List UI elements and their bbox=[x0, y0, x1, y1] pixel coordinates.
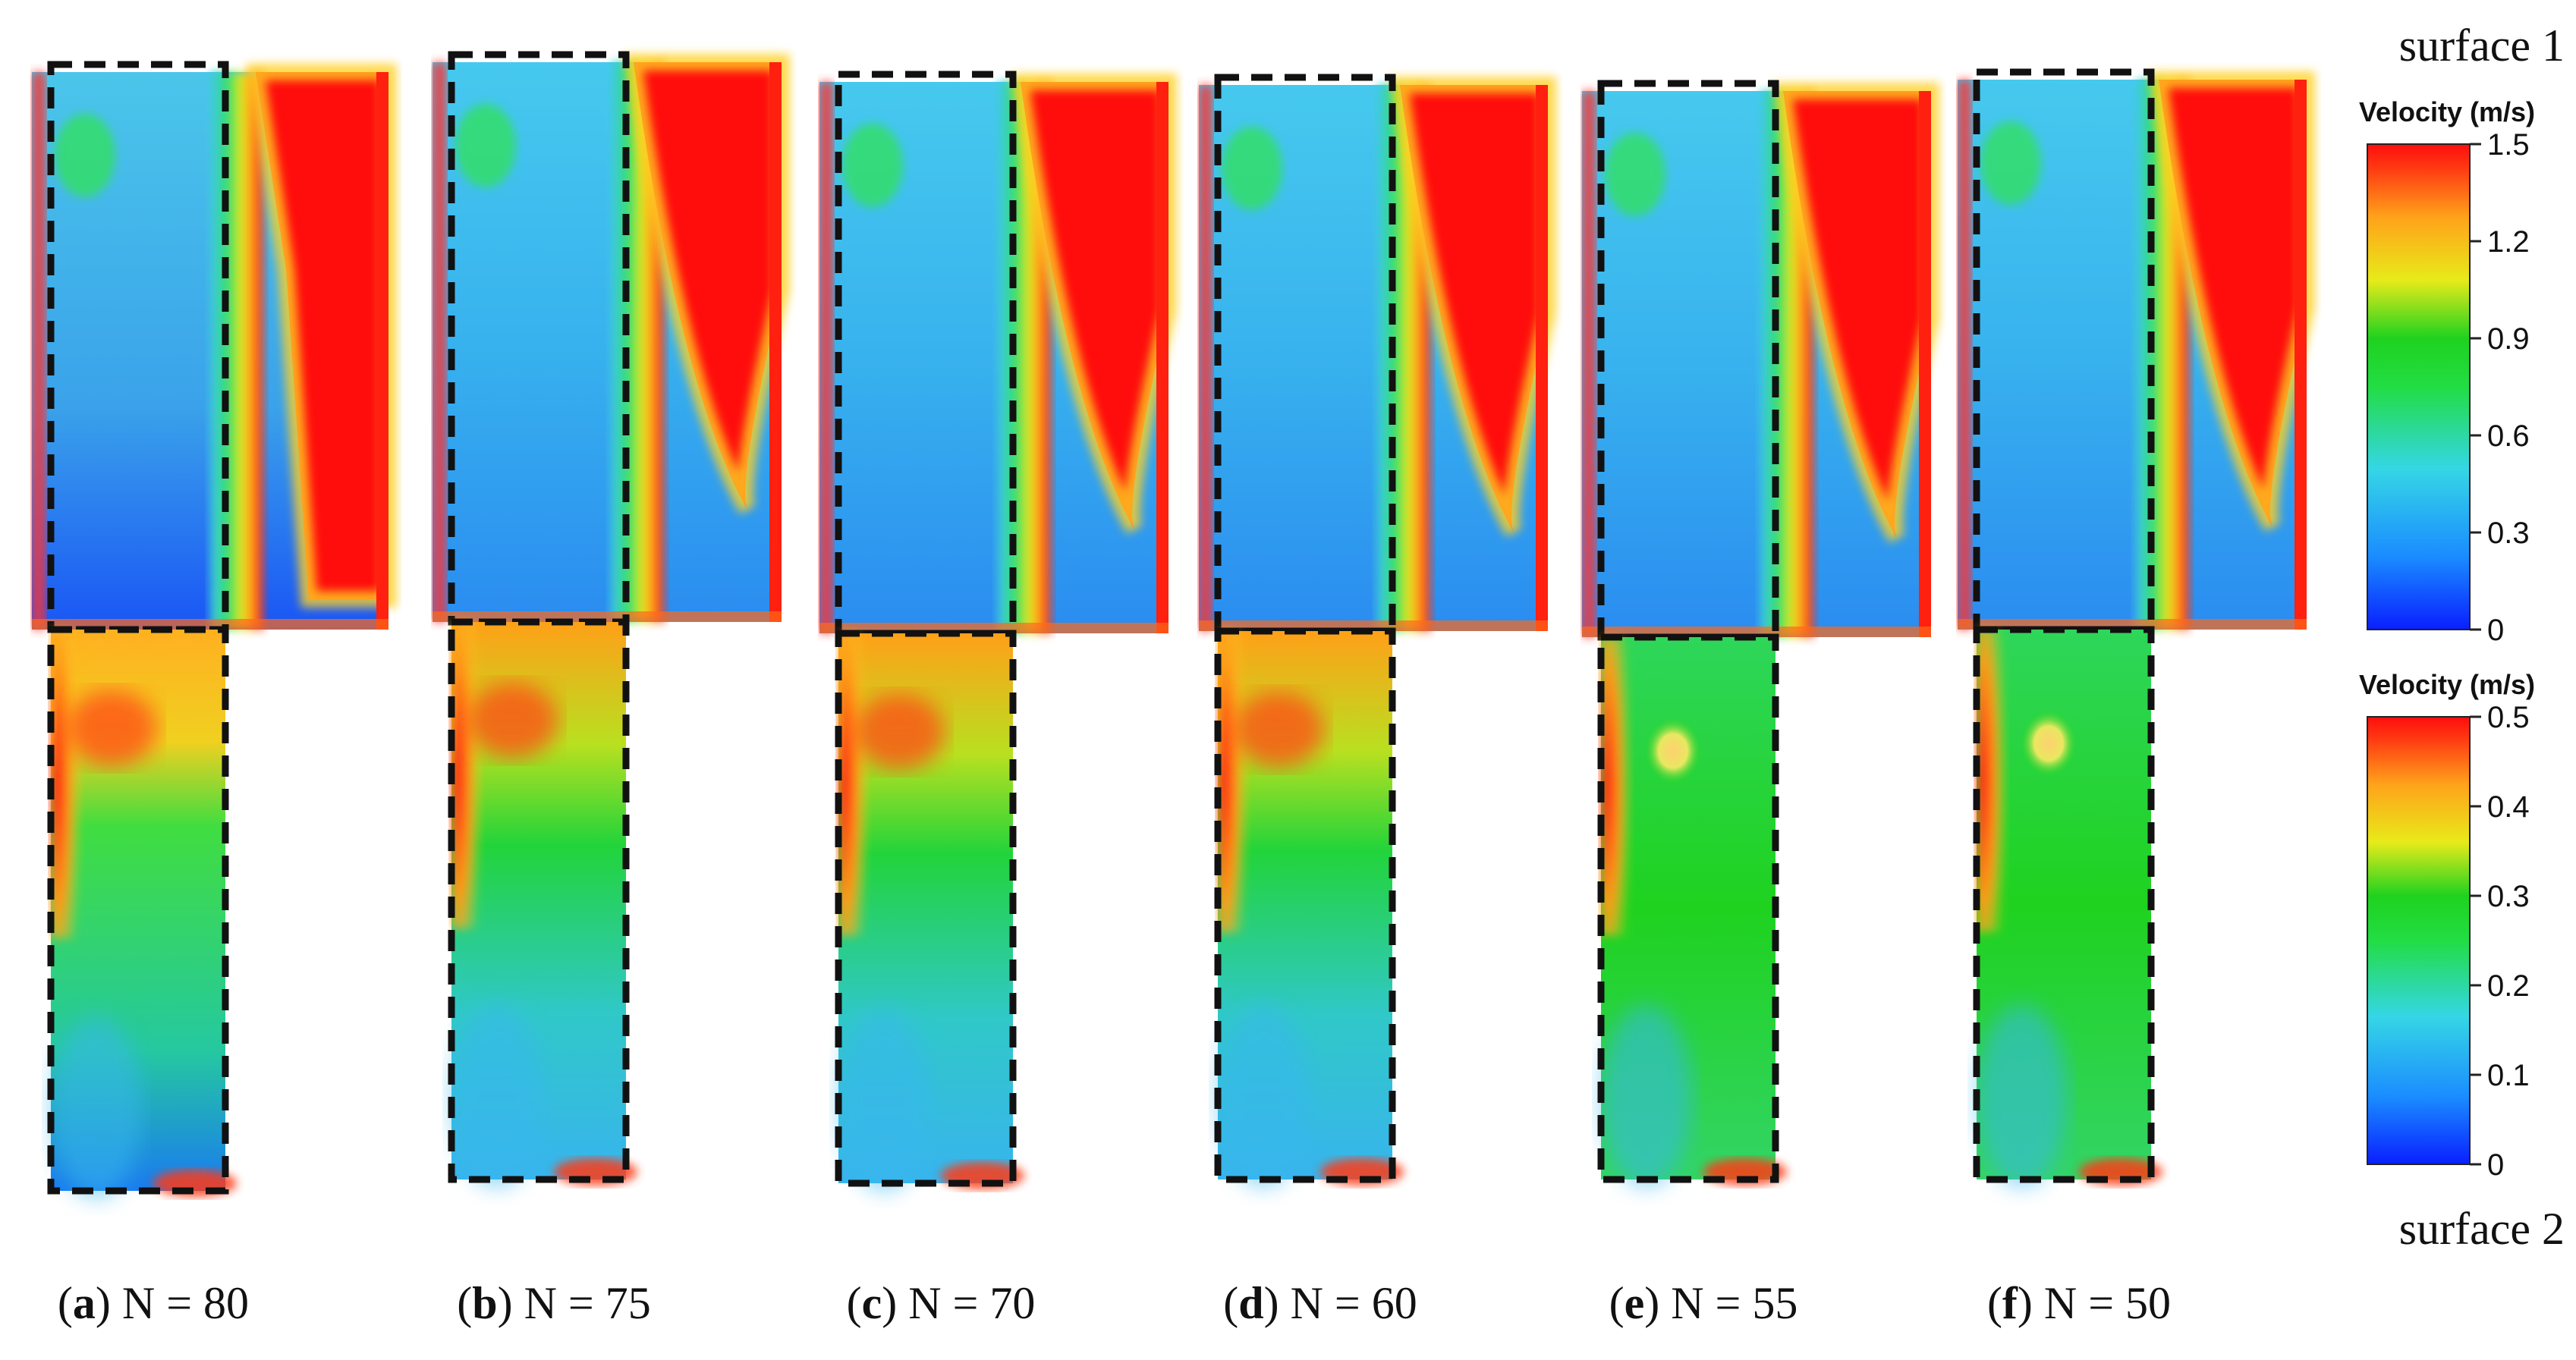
surface-2-contour-b bbox=[451, 622, 637, 1187]
surface-1-contour-d bbox=[1199, 77, 1556, 631]
outlet-box-surface-2-d bbox=[1214, 627, 1396, 1183]
panel-a: (a) N = 80 bbox=[32, 61, 397, 1328]
outlet-box-surface-2-b bbox=[448, 618, 630, 1183]
panel-caption-a: (a) N = 80 bbox=[58, 1278, 249, 1328]
colorbar-2-tick-label: 0 bbox=[2487, 1148, 2504, 1182]
colorbar-2-tick-label: 0.3 bbox=[2487, 880, 2530, 913]
surface-2-label: surface 2 bbox=[2399, 1204, 2565, 1254]
colorbar-1-tick-label: 0 bbox=[2487, 614, 2504, 647]
outlet-box-surface-2-f bbox=[1973, 626, 2155, 1183]
outlet-box-surface-2-e bbox=[1597, 633, 1779, 1183]
surface-2-contour-d bbox=[1218, 631, 1404, 1187]
outlet-box-surface-2-c bbox=[835, 630, 1017, 1187]
colorbar-2-tick-label: 0.5 bbox=[2487, 701, 2530, 734]
surface-1-contour-f bbox=[1958, 71, 2315, 630]
panel-caption-b: (b) N = 75 bbox=[457, 1278, 651, 1328]
colorbar-1-tick-label: 0.9 bbox=[2487, 322, 2530, 356]
colorbar-1-tick-label: 0.6 bbox=[2487, 419, 2530, 453]
surface-2-contour-f bbox=[1977, 630, 2162, 1187]
colorbar-surface-1: Velocity (m/s) 1.5 1.2 0.9 0.6 0.3 0 bbox=[2359, 96, 2535, 647]
colorbar-1-tick-label: 1.2 bbox=[2487, 225, 2530, 259]
panel-c: (c) N = 70 bbox=[819, 71, 1177, 1328]
colorbar-1-title: Velocity (m/s) bbox=[2359, 96, 2535, 127]
panel-caption-e: (e) N = 55 bbox=[1609, 1278, 1798, 1328]
colorbar-2-scale bbox=[2367, 716, 2471, 1165]
outlet-box-surface-1-b bbox=[448, 51, 630, 626]
panel-e: (e) N = 55 bbox=[1582, 80, 1939, 1328]
colorbar-2-tick-label: 0.1 bbox=[2487, 1059, 2530, 1092]
outlet-box-surface-1-a bbox=[47, 61, 229, 633]
colorbar-2-title: Velocity (m/s) bbox=[2359, 669, 2535, 700]
colorbar-1-tick-label: 1.5 bbox=[2487, 128, 2530, 162]
colorbar-1-tick-label: 0.3 bbox=[2487, 517, 2530, 550]
panel-caption-f: (f) N = 50 bbox=[1987, 1278, 2171, 1328]
panel-b: (b) N = 75 bbox=[432, 51, 790, 1328]
surface-2-contour-c bbox=[838, 633, 1024, 1191]
surface-1-contour-a bbox=[32, 64, 397, 630]
surface-1-contour-e bbox=[1582, 83, 1939, 637]
surface-2-contour-a bbox=[51, 630, 237, 1198]
panel-f: (f) N = 50 bbox=[1958, 68, 2315, 1328]
surface-1-contour-b bbox=[432, 54, 790, 622]
surface-1-label: surface 1 bbox=[2399, 20, 2565, 71]
colorbar-2-tick-label: 0.2 bbox=[2487, 969, 2530, 1003]
surface-2-contour-e bbox=[1601, 637, 1787, 1187]
panel-caption-c: (c) N = 70 bbox=[847, 1278, 1036, 1328]
panel-caption-d: (d) N = 60 bbox=[1223, 1278, 1417, 1328]
colorbar-1-scale bbox=[2367, 143, 2471, 630]
surface-1-contour-c bbox=[819, 74, 1177, 633]
colorbar-2-tick-label: 0.4 bbox=[2487, 790, 2530, 824]
panel-d: (d) N = 60 bbox=[1199, 74, 1556, 1328]
outlet-box-surface-2-a bbox=[47, 626, 229, 1195]
colorbar-surface-2: Velocity (m/s) 0.5 0.4 0.3 0.2 0.1 0 bbox=[2359, 669, 2535, 1182]
